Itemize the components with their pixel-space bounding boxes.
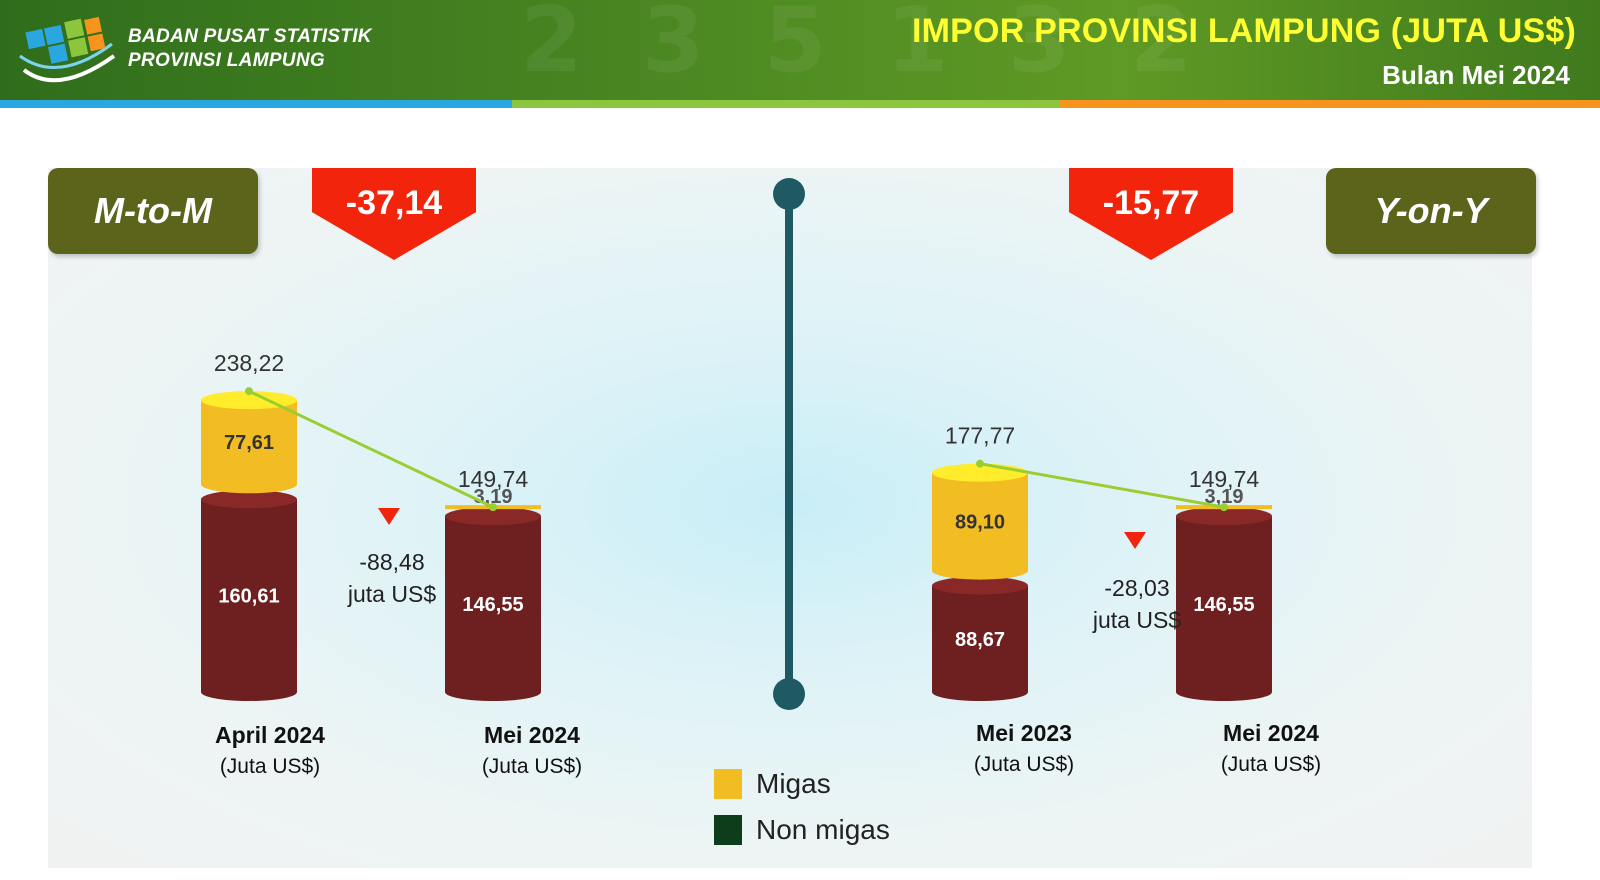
bar-migas-bottom: [201, 475, 297, 494]
mtom-difference: -88,48 juta US$: [322, 546, 462, 610]
trend-point: [245, 387, 253, 396]
trend-point: [1220, 503, 1228, 512]
yony-difference: -28,03 juta US$: [1067, 572, 1207, 636]
category-unit: (Juta US$): [973, 753, 1075, 776]
data-label-migas: 89,10: [955, 512, 1005, 534]
legend-label-migas: Migas: [756, 768, 831, 799]
category-name: Mei 2024: [484, 722, 580, 748]
category-name: Mei 2023: [976, 720, 1072, 746]
data-label-migas: 77,61: [224, 432, 274, 454]
bps-logo-icon: [19, 16, 116, 83]
category-unit: (Juta US$): [1220, 753, 1322, 776]
legend-swatch-non-migas: [714, 815, 742, 845]
legend-item-non-migas: Non migas: [714, 814, 890, 846]
data-label-non-migas: 146,55: [1193, 594, 1254, 616]
category-label: Mei 2024 (Juta US$): [1171, 720, 1371, 777]
mtom-badge: M-to-M: [48, 168, 258, 254]
data-label-non-migas: 160,61: [218, 586, 279, 608]
bar-migas-top: [201, 391, 297, 410]
bar-non-migas: [932, 585, 1028, 692]
category-label: Mei 2023 (Juta US$): [924, 720, 1124, 777]
legend-label-non-migas: Non migas: [756, 814, 890, 845]
mtom-change-value: -37,14: [345, 184, 443, 222]
bar-non-migas-top: [1176, 507, 1272, 526]
page-subtitle: Bulan Mei 2024: [1382, 60, 1570, 90]
divider-bottom-dot: [773, 678, 805, 710]
bar-non-migas-bottom: [1176, 683, 1272, 701]
yony-difference-value: -28,03: [1104, 575, 1170, 601]
trend-line: [248, 389, 494, 509]
category-label: Mei 2024 (Juta US$): [432, 722, 632, 779]
bar-non-migas-top: [932, 576, 1028, 595]
category-unit: (Juta US$): [481, 755, 583, 778]
bar-non-migas: [201, 499, 297, 692]
legend-swatch-migas: [714, 769, 742, 799]
bar-migas: [932, 472, 1028, 571]
data-label-migas: 3,19: [1205, 486, 1244, 508]
mtom-difference-value: -88,48: [359, 549, 425, 575]
bar-non-migas-bottom: [201, 683, 297, 701]
data-label-non-migas: 146,55: [462, 594, 523, 616]
decrease-triangle-icon: [1124, 532, 1146, 549]
bar-non-migas-top: [201, 490, 297, 509]
category-label: April 2024 (Juta US$): [170, 722, 370, 779]
bar-migas: [201, 400, 297, 485]
org-line-2: PROVINSI LAMPUNG: [128, 50, 325, 71]
header-decoration: 2 3 5 1 3 2: [520, 0, 1207, 93]
organization-name: BADAN PUSAT STATISTIK PROVINSI LAMPUNG: [128, 25, 372, 73]
category-name: Mei 2024: [1223, 720, 1319, 746]
bar-non-migas-bottom: [932, 683, 1028, 701]
bar-non-migas: [445, 516, 541, 692]
mtom-difference-unit: juta US$: [347, 581, 437, 607]
yony-change-value: -15,77: [1102, 184, 1200, 222]
trend-line: [979, 462, 1225, 509]
trend-point: [976, 459, 984, 468]
trend-point: [489, 503, 497, 512]
org-line-1: BADAN PUSAT STATISTIK: [128, 26, 372, 47]
legend-item-migas: Migas: [714, 768, 831, 800]
divider-top-dot: [773, 178, 805, 210]
data-label-total: 149,74: [458, 466, 529, 492]
decrease-triangle-icon: [378, 508, 400, 525]
data-label-total: 149,74: [1189, 466, 1260, 492]
category-unit: (Juta US$): [219, 755, 321, 778]
bar-non-migas: [1176, 516, 1272, 692]
bar-non-migas-top: [445, 507, 541, 526]
data-label-total: 238,22: [214, 350, 284, 376]
data-label-non-migas: 88,67: [955, 629, 1005, 651]
category-name: April 2024: [215, 722, 325, 748]
yony-badge: Y-on-Y: [1326, 168, 1536, 254]
data-label-total: 177,77: [945, 423, 1015, 449]
page-title: IMPOR PROVINSI LAMPUNG (JUTA US$): [912, 12, 1576, 50]
yony-difference-unit: juta US$: [1092, 607, 1182, 633]
bar-non-migas-bottom: [445, 683, 541, 701]
header-color-stripe: [0, 100, 1600, 108]
center-divider: [785, 193, 793, 693]
header: 2 3 5 1 3 2 BADAN PUSAT STATISTIK PROVIN…: [0, 0, 1600, 104]
bar-migas-bottom: [932, 561, 1028, 580]
